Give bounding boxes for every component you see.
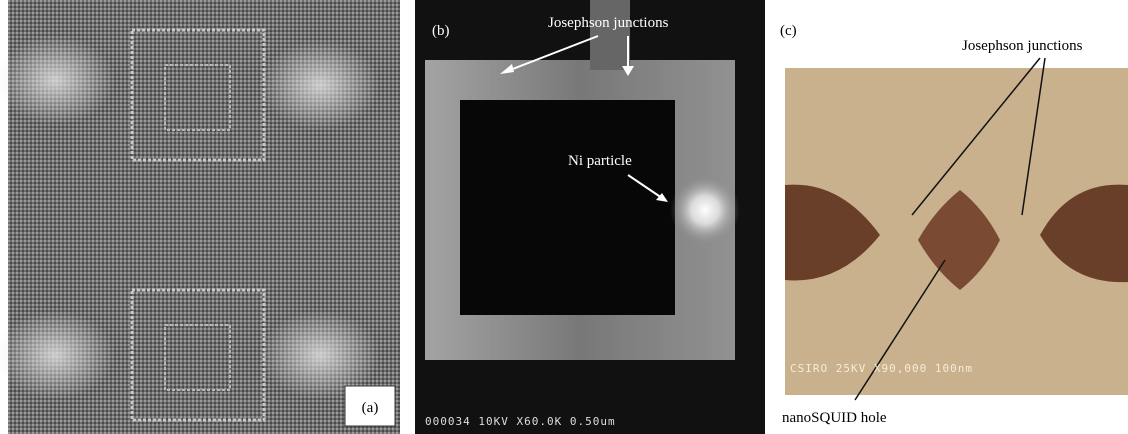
sem-overlay: CSIRO 25KV X90,000 100nm (790, 362, 973, 375)
panel-label: (b) (432, 23, 450, 39)
panel-b: (b) Josephson junctions Ni particle 0000… (415, 0, 765, 434)
annotation: Josephson junctions (548, 15, 669, 31)
panel-a: (a) (0, 0, 400, 434)
figure: (a) (b) Josephson junctions Ni particle … (0, 0, 1128, 434)
annotation: Ni particle (568, 153, 632, 169)
panel-c: (c) Josephson junctions CSIRO 25KV X90,0… (780, 23, 1128, 426)
annotation: Josephson junctions (962, 38, 1083, 54)
panel-label: (a) (362, 400, 379, 416)
annotation: nanoSQUID hole (782, 410, 887, 426)
sem-overlay: 000034 10KV X60.0K 0.50um (425, 415, 616, 428)
panel-label: (c) (780, 23, 797, 39)
